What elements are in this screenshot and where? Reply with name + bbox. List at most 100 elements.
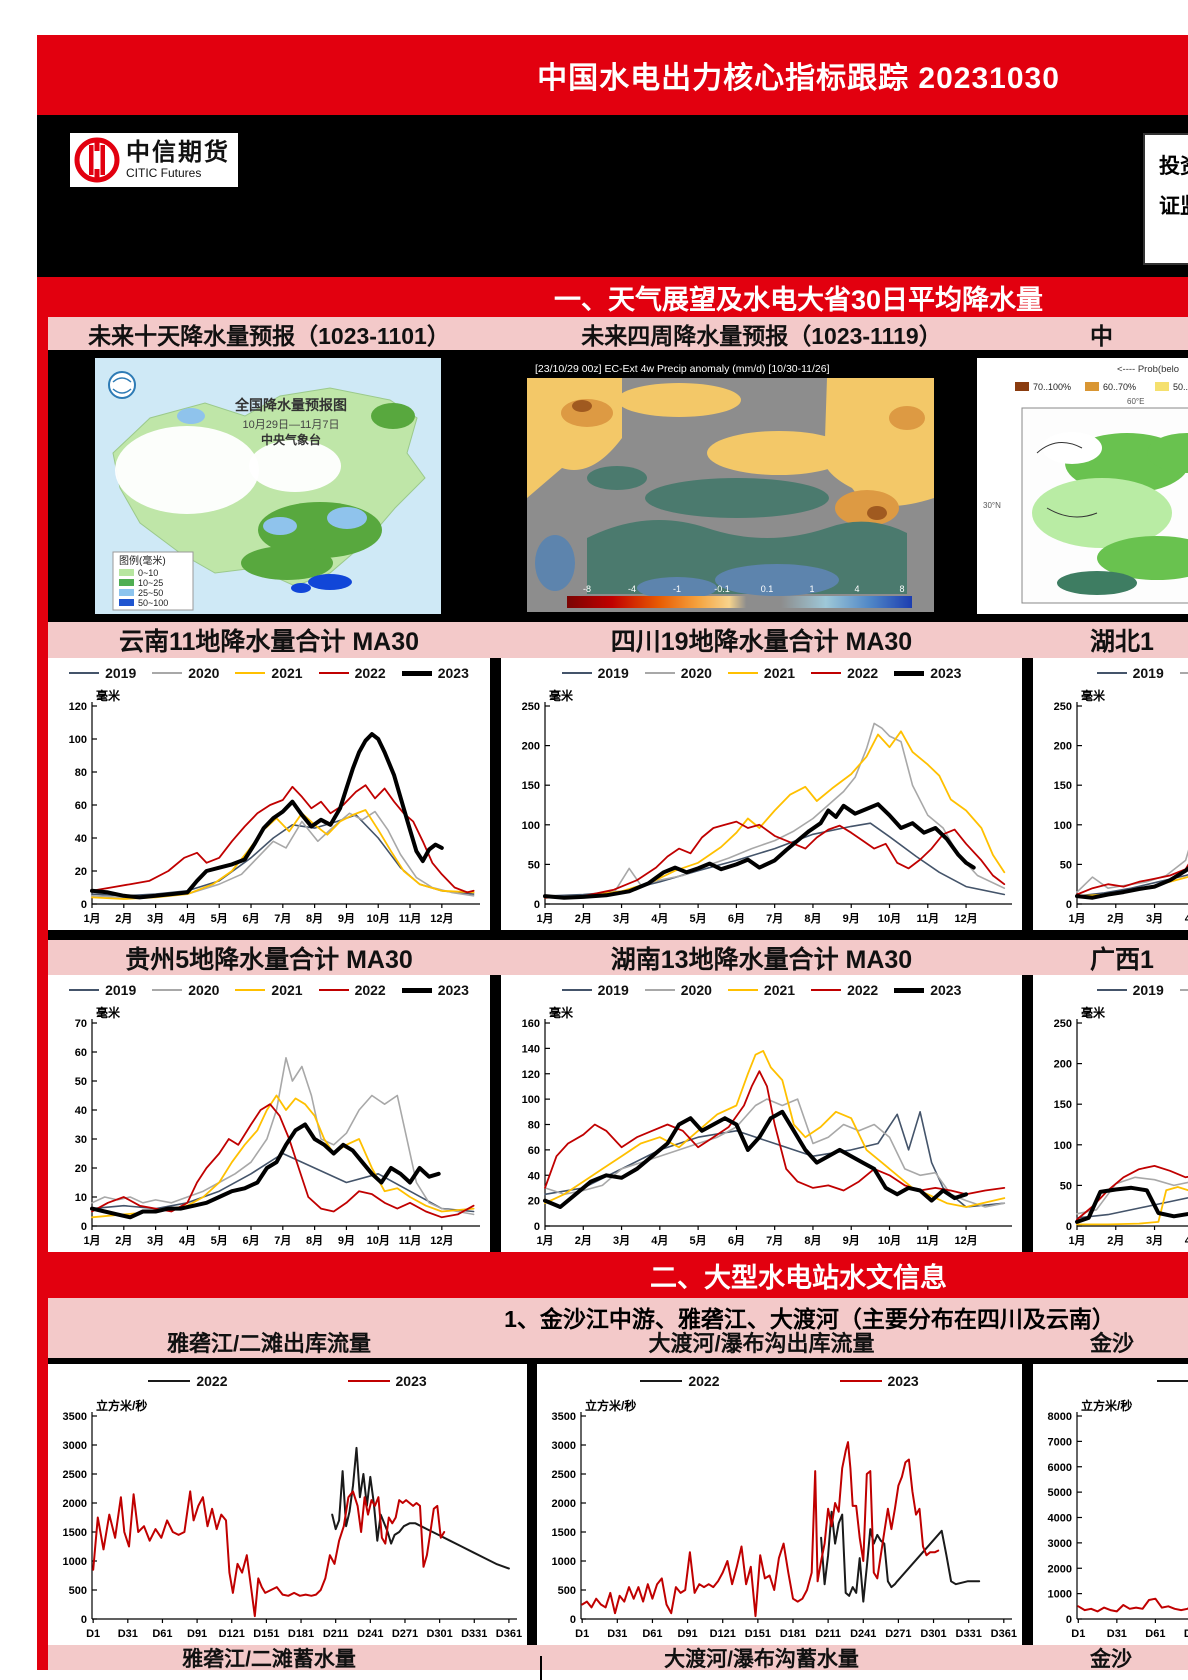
svg-text:100: 100 (1054, 1140, 1072, 1152)
map-probability-forecast: <---- Prob(belo 70..100% 60..70% 50.. 60 … (977, 358, 1188, 614)
svg-text:250: 250 (1054, 1018, 1072, 1030)
svg-text:D91: D91 (1184, 1628, 1188, 1640)
legend-item-2019: 2019 (69, 982, 136, 998)
svg-text:12月: 12月 (430, 1234, 453, 1247)
svg-text:D121: D121 (219, 1628, 245, 1640)
section2-bar: 二、大型水电站水文信息 (37, 1252, 1188, 1298)
svg-text:1: 1 (809, 584, 814, 594)
section2-subtitle: 1、金沙江中游、雅砻江、大渡河（主要分布在四川及云南） (504, 1306, 1115, 1332)
svg-text:0: 0 (81, 1614, 87, 1626)
svg-text:100: 100 (69, 734, 87, 746)
chart1-title: 云南11地降水量合计 MA30 (118, 628, 420, 656)
svg-text:D61: D61 (642, 1628, 662, 1640)
left-red-strip (37, 277, 48, 1670)
svg-text:8: 8 (899, 584, 904, 594)
legend-item-2019: 2019 (1096, 665, 1164, 681)
legend-item-2022: 2022 (811, 982, 878, 998)
svg-text:0: 0 (81, 899, 87, 911)
legend-item-2022: 2022 (318, 665, 386, 681)
legend-item-2022: 2022 (640, 1373, 720, 1389)
svg-text:7月: 7月 (274, 912, 291, 925)
svg-text:立方米/秒: 立方米/秒 (585, 1398, 636, 1413)
svg-text:D31: D31 (607, 1628, 627, 1640)
line-chart-sichuan: 0 50 100 150 200 250 1月 2月 3月 4月 5月 6月 7月 8月 9月 10月 11月 1… (501, 688, 1022, 935)
svg-text:D361: D361 (496, 1628, 522, 1640)
svg-text:7月: 7月 (766, 1234, 783, 1247)
svg-text:1000: 1000 (552, 1556, 576, 1568)
svg-text:11月: 11月 (916, 1234, 939, 1247)
svg-text:3500: 3500 (552, 1411, 576, 1423)
chart-panel-yunnan: 2019 2020 2021 2022 2023 0 20 40 60 80 100 120 1月 2月… (48, 658, 490, 930)
svg-text:5月: 5月 (211, 1234, 228, 1247)
svg-text:6月: 6月 (242, 912, 259, 925)
svg-text:5月: 5月 (690, 912, 707, 925)
flow1-title: 雅砻江/二滩出库流量 (166, 1331, 372, 1356)
svg-text:4: 4 (854, 584, 859, 594)
series-2020 (91, 1056, 475, 1216)
svg-text:毫米: 毫米 (96, 1005, 121, 1020)
svg-text:10: 10 (75, 1192, 87, 1204)
svg-text:D301: D301 (426, 1628, 452, 1640)
svg-text:0: 0 (81, 1221, 87, 1233)
svg-text:0: 0 (1066, 899, 1072, 911)
svg-text:2月: 2月 (575, 1234, 592, 1247)
charts-row1: 2019 2020 2021 2022 2023 0 20 40 60 80 100 120 1月 2月… (48, 658, 1188, 930)
map-titles-row: 未来十天降水量预报（1023-1101） 未来四周降水量预报（1023-1119… (48, 317, 1188, 350)
svg-text:D151: D151 (253, 1628, 279, 1640)
map1-title: 未来十天降水量预报（1023-1101） (88, 322, 450, 349)
svg-text:-1: -1 (673, 584, 681, 594)
series-2021 (544, 730, 1006, 899)
series-2022 (91, 784, 475, 894)
svg-text:7000: 7000 (1048, 1436, 1072, 1448)
svg-text:毫米: 毫米 (96, 688, 121, 703)
legend-item-2019: 2019 (561, 665, 629, 681)
chart-panel-hunan: 2019 2020 2021 2022 2023 0 20 40 60 80 100 120 140 1… (501, 975, 1022, 1252)
svg-text:7月: 7月 (274, 1234, 291, 1247)
legend-item-2022: 2022 (811, 665, 878, 681)
svg-text:4000: 4000 (1048, 1513, 1072, 1525)
svg-text:6月: 6月 (728, 1234, 745, 1247)
svg-text:100: 100 (522, 1094, 540, 1106)
svg-text:2月: 2月 (115, 1234, 132, 1247)
svg-text:0: 0 (1066, 1221, 1072, 1233)
stray-mark (540, 1656, 542, 1680)
svg-text:D271: D271 (885, 1628, 911, 1640)
svg-text:200: 200 (1054, 741, 1072, 753)
svg-text:50: 50 (1060, 859, 1072, 871)
svg-text:9月: 9月 (338, 1234, 355, 1247)
series-2022 (1076, 863, 1188, 896)
svg-text:25~50: 25~50 (138, 588, 163, 598)
line-chart-dadu-outflow: 0 500 1000 1500 2000 2500 3000 3500 D1 D31 D61 D91 D… (537, 1398, 1022, 1650)
svg-text:0: 0 (534, 1221, 540, 1233)
svg-text:3月: 3月 (147, 912, 164, 925)
charts-row2: 2019 2020 2021 2022 2023 0 10 20 30 40 50 60 70 1月 2月… (48, 975, 1188, 1252)
series-2021 (91, 809, 475, 900)
chart-panel-yalong-outflow: 2022 2023 0 500 1000 1500 2000 2500 3000 3500 D1 D… (48, 1364, 527, 1645)
legend-item-2020: 2020 (644, 982, 712, 998)
series-2022 (820, 1510, 981, 1603)
svg-text:200: 200 (1054, 1059, 1072, 1071)
line-chart-guizhou: 0 10 20 30 40 50 60 70 1月 2月 3月 4月 5月 6月 7月 8月 9月 10月 11月 1… (48, 1005, 490, 1257)
svg-text:D331: D331 (956, 1628, 982, 1640)
legend-item-2023: 2023 (894, 982, 961, 998)
svg-text:2500: 2500 (63, 1469, 87, 1481)
legend-item-2019: 2019 (1096, 982, 1164, 998)
qualification-line1: 投资 (1159, 154, 1188, 178)
svg-text:10~25: 10~25 (138, 578, 163, 588)
svg-text:4月: 4月 (1185, 1234, 1188, 1247)
svg-text:120: 120 (522, 1069, 540, 1081)
svg-text:2月: 2月 (115, 912, 132, 925)
legend-item-2023: 2023 (894, 665, 961, 681)
chart-panel-guizhou: 2019 2020 2021 2022 2023 0 10 20 30 40 50 60 70 1月 2月… (48, 975, 490, 1252)
svg-text:-8: -8 (583, 584, 591, 594)
svg-text:9月: 9月 (843, 1234, 860, 1247)
svg-text:D1: D1 (575, 1628, 589, 1640)
series-2021 (91, 1094, 475, 1219)
svg-text:160: 160 (522, 1018, 540, 1030)
